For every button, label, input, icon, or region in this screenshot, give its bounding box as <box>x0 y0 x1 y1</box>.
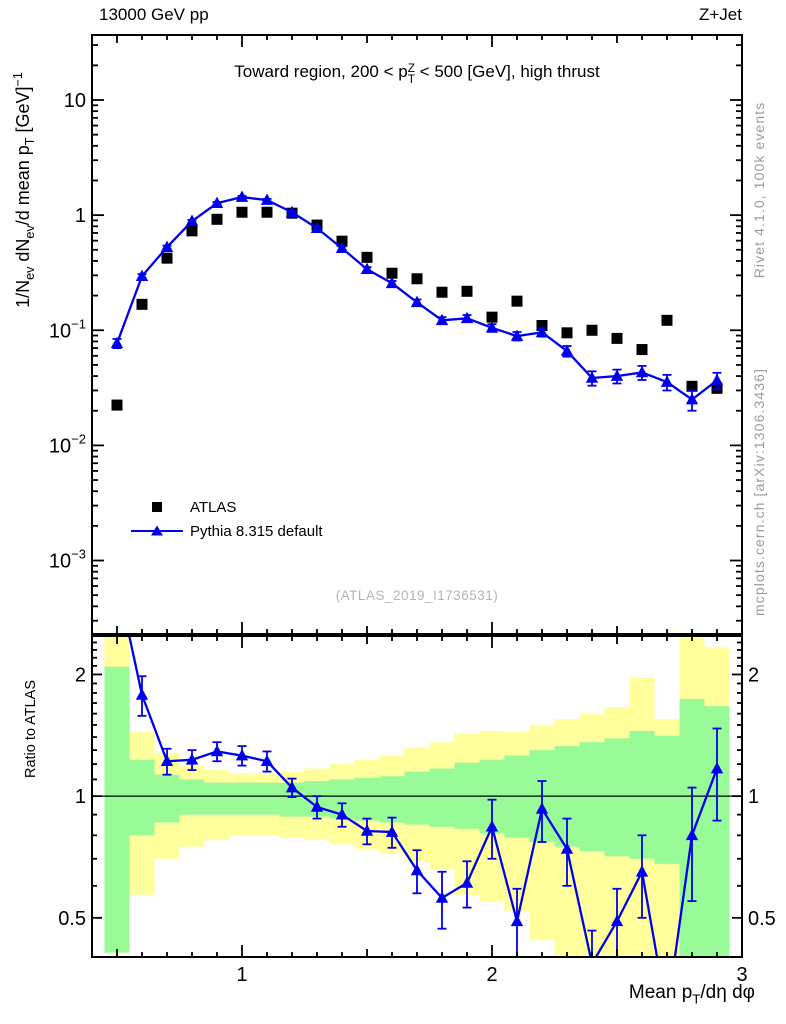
svg-text:0.5: 0.5 <box>58 908 86 930</box>
svg-text:1: 1 <box>748 786 759 808</box>
svg-text:2: 2 <box>75 664 86 686</box>
pythia-line-triangle-marker-icon <box>131 524 183 538</box>
svg-text:2: 2 <box>486 964 497 986</box>
axis-tick-labels: 10 1 10−1 10−2 10−3 1 2 3 2 2 1 1 0.5 0.5 <box>49 90 776 986</box>
legend: ATLAS Pythia 8.315 default <box>131 495 323 543</box>
svg-text:0.5: 0.5 <box>748 908 776 930</box>
svg-text:1: 1 <box>236 964 247 986</box>
ratio-axis-title: Ratio to ATLAS <box>23 679 39 779</box>
process-label: Z+Jet <box>699 5 742 24</box>
pythia-data-series <box>110 190 724 412</box>
legend-label-atlas: ATLAS <box>190 498 237 516</box>
svg-text:10−3: 10−3 <box>49 547 86 573</box>
atlas-data-series <box>111 206 723 411</box>
svg-text:1: 1 <box>75 205 86 227</box>
beam-energy-label: 13000 GeV pp <box>99 5 209 24</box>
ratio-series <box>128 636 724 957</box>
legend-item-pythia: Pythia 8.315 default <box>131 519 323 543</box>
svg-text:2: 2 <box>748 664 759 686</box>
atlas-square-marker-icon <box>131 500 183 514</box>
svg-text:3: 3 <box>736 964 747 986</box>
svg-text:1: 1 <box>75 786 86 808</box>
rivet-version-note: Rivet 4.1.0, 100k events <box>751 101 767 279</box>
svg-text:10: 10 <box>64 90 86 112</box>
y-axis-title: 1/Nev dNev/d mean pT [GeV]−1 <box>11 72 37 308</box>
legend-item-atlas: ATLAS <box>131 495 323 519</box>
analysis-id-watermark: (ATLAS_2019_I1736531) <box>335 588 499 603</box>
svg-text:10−1: 10−1 <box>49 316 86 342</box>
axis-ticks <box>92 35 743 957</box>
mcplots-arxiv-note: mcplots.cern.ch [arXiv:1306.3436] <box>751 368 767 616</box>
x-axis-title: Mean pT/dη dφ <box>628 982 755 1007</box>
legend-label-pythia: Pythia 8.315 default <box>190 522 323 540</box>
svg-text:10−2: 10−2 <box>49 431 86 457</box>
